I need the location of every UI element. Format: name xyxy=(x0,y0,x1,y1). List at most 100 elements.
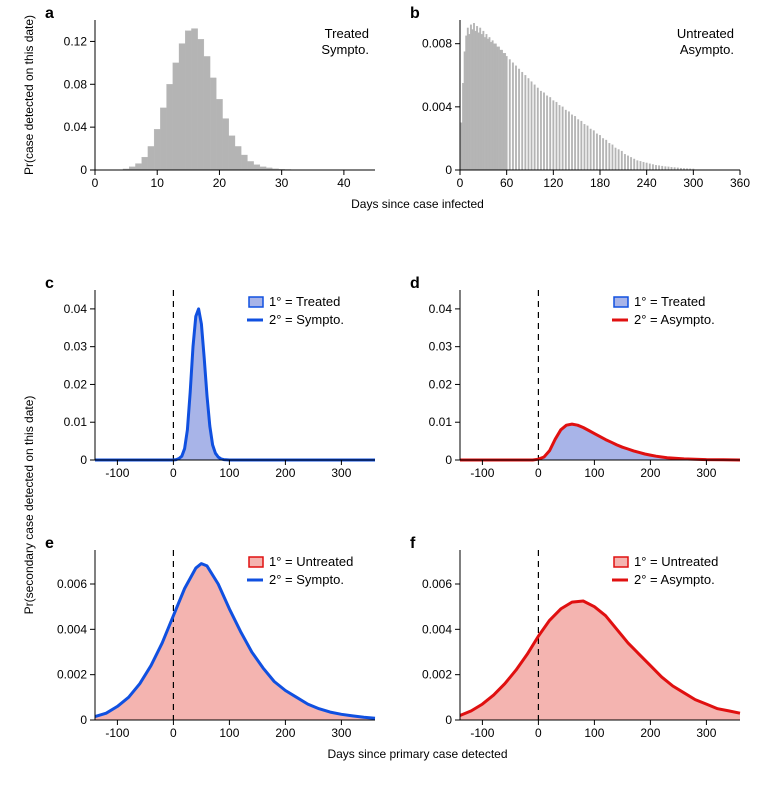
x-tick-label: 300 xyxy=(696,466,716,480)
histogram-bar xyxy=(528,78,530,170)
histogram-bar xyxy=(204,56,210,170)
histogram-bar xyxy=(167,84,173,170)
x-tick-label: 200 xyxy=(275,726,295,740)
histogram-bar xyxy=(179,44,185,170)
x-tick-label: 100 xyxy=(584,466,604,480)
legend-label: 2° = Asympto. xyxy=(634,312,715,327)
histogram-bar xyxy=(229,136,235,170)
histogram-bar xyxy=(587,126,589,170)
histogram-bar xyxy=(553,101,555,170)
histogram-bar xyxy=(476,26,478,170)
histogram-bar xyxy=(148,146,154,170)
histogram-bar xyxy=(490,42,492,170)
x-tick-label: 360 xyxy=(730,176,750,190)
histogram-bar xyxy=(565,110,567,170)
y-axis-label-top: Pr(case detected on this date) xyxy=(22,15,36,175)
panel-f: -100010020030000.0020.0040.006f1° = Untr… xyxy=(410,535,740,740)
panel-label: b xyxy=(410,5,420,22)
histogram-bar xyxy=(633,159,635,170)
x-tick-label: -100 xyxy=(105,466,129,480)
y-tick-label: 0.004 xyxy=(422,622,452,636)
histogram-bar xyxy=(210,78,216,170)
histogram-bar xyxy=(498,47,500,170)
panel-e: -100010020030000.0020.0040.006e1° = Untr… xyxy=(45,535,375,740)
histogram-bar xyxy=(216,99,222,170)
x-tick-label: -100 xyxy=(470,726,494,740)
legend: 1° = Treated2° = Asympto. xyxy=(612,294,715,327)
histogram-bar xyxy=(658,166,660,170)
legend-swatch xyxy=(249,557,263,567)
histogram-bar xyxy=(534,85,536,170)
histogram-bar xyxy=(235,146,241,170)
x-tick-label: 0 xyxy=(457,176,464,190)
y-tick-label: 0.008 xyxy=(422,37,452,51)
y-tick-label: 0.08 xyxy=(64,77,88,91)
histogram-bar xyxy=(464,52,466,170)
histogram-bar xyxy=(540,91,542,170)
density-fill xyxy=(95,564,375,720)
x-tick-label: 300 xyxy=(331,466,351,480)
histogram-bar xyxy=(173,63,179,170)
histogram-bar xyxy=(615,148,617,170)
histogram-bar xyxy=(512,63,514,170)
legend: 1° = Untreated2° = Asympto. xyxy=(612,554,718,587)
x-tick-label: 300 xyxy=(696,726,716,740)
y-tick-label: 0.04 xyxy=(64,120,88,134)
histogram-bar xyxy=(483,31,485,170)
x-tick-label: 0 xyxy=(170,726,177,740)
x-tick-label: 200 xyxy=(640,726,660,740)
histogram-bar xyxy=(241,155,247,170)
y-tick-label: 0.04 xyxy=(64,302,88,316)
legend-label: 2° = Sympto. xyxy=(269,312,344,327)
panel-c: -100010020030000.010.020.030.04c1° = Tre… xyxy=(45,275,375,480)
y-tick-label: 0.002 xyxy=(422,668,452,682)
histogram-bar xyxy=(621,151,623,170)
histogram-bar xyxy=(465,36,467,170)
legend-swatch xyxy=(249,297,263,307)
histogram-bar xyxy=(492,41,494,170)
histogram-bar xyxy=(154,129,160,170)
histogram-bar xyxy=(254,165,260,170)
y-tick-label: 0.02 xyxy=(429,377,453,391)
histogram-bar xyxy=(637,161,639,170)
histogram-bar xyxy=(649,164,651,170)
panel-annot: Treated xyxy=(325,26,369,41)
histogram-bar xyxy=(160,108,166,170)
histogram-bar xyxy=(556,102,558,170)
y-tick-label: 0.004 xyxy=(422,100,452,114)
histogram-bar xyxy=(661,166,663,170)
y-tick-label: 0 xyxy=(80,453,87,467)
histogram-bar xyxy=(609,143,611,170)
histogram-bar xyxy=(135,164,141,170)
legend-label: 2° = Sympto. xyxy=(269,572,344,587)
y-tick-label: 0 xyxy=(445,163,452,177)
histogram-bar xyxy=(571,115,573,170)
histogram-bar xyxy=(559,105,561,170)
density-fill xyxy=(460,424,740,460)
histogram-bar xyxy=(574,116,576,170)
figure-container: 01020304000.040.080.12aTreatedSympto.060… xyxy=(0,0,784,801)
histogram-bar xyxy=(546,96,548,170)
histogram-bar xyxy=(472,29,474,170)
y-tick-label: 0.12 xyxy=(64,34,88,48)
legend-swatch xyxy=(614,557,628,567)
x-tick-label: 200 xyxy=(640,466,660,480)
histogram-bar xyxy=(142,157,148,170)
x-tick-label: 20 xyxy=(213,176,227,190)
x-tick-label: 120 xyxy=(543,176,563,190)
histogram-bar xyxy=(479,28,481,170)
histogram-bar xyxy=(581,121,583,170)
y-axis-label-bottom: Pr(secondary case detected on this date) xyxy=(22,396,36,615)
histogram-bar xyxy=(602,138,604,170)
x-tick-label: 240 xyxy=(637,176,657,190)
histogram-bar xyxy=(562,107,564,170)
histogram-bar xyxy=(624,154,626,170)
x-tick-label: 0 xyxy=(170,466,177,480)
histogram-bar xyxy=(487,39,489,170)
y-tick-label: 0.04 xyxy=(429,302,453,316)
y-tick-label: 0 xyxy=(80,163,87,177)
histogram-bar xyxy=(655,165,657,170)
histogram-bar xyxy=(577,119,579,170)
histogram-bar xyxy=(531,82,533,170)
histogram-bar xyxy=(518,69,520,170)
